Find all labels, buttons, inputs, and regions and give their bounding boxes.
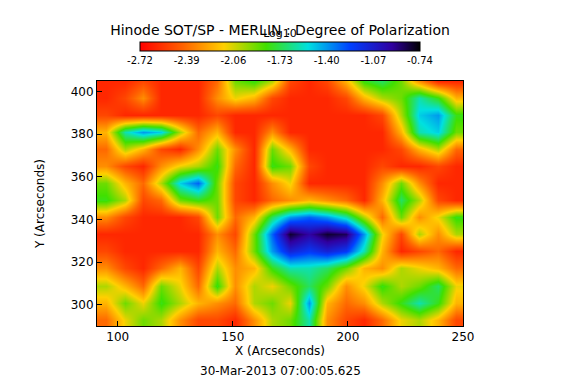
svg-text:360: 360 (71, 170, 94, 184)
svg-text:Log10: Log10 (263, 27, 297, 40)
svg-text:X (Arcseconds): X (Arcseconds) (235, 344, 325, 358)
svg-text:Y (Arcseconds): Y (Arcseconds) (33, 159, 47, 249)
svg-text:100: 100 (106, 330, 129, 344)
svg-text:400: 400 (71, 85, 94, 99)
svg-text:250: 250 (452, 330, 475, 344)
svg-text:Hinode SOT/SP - MERLIN : Degre: Hinode SOT/SP - MERLIN : Degree of Polar… (110, 22, 450, 38)
svg-text:300: 300 (71, 298, 94, 312)
svg-text:30-Mar-2013 07:00:05.625: 30-Mar-2013 07:00:05.625 (200, 364, 361, 378)
svg-text:-1.07: -1.07 (360, 55, 386, 66)
svg-text:-1.40: -1.40 (314, 55, 340, 66)
svg-text:200: 200 (336, 330, 359, 344)
svg-text:-2.39: -2.39 (174, 55, 200, 66)
svg-text:150: 150 (221, 330, 244, 344)
svg-text:-0.74: -0.74 (407, 55, 433, 66)
svg-text:340: 340 (71, 213, 94, 227)
svg-text:380: 380 (71, 127, 94, 141)
svg-text:-2.72: -2.72 (127, 55, 153, 66)
svg-text:-1.73: -1.73 (267, 55, 293, 66)
svg-text:-2.06: -2.06 (220, 55, 246, 66)
svg-text:320: 320 (71, 255, 94, 269)
